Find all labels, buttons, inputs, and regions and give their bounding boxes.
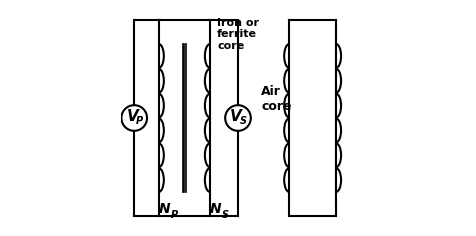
Text: V: V: [230, 109, 242, 124]
Text: Iron or
ferrite
core: Iron or ferrite core: [217, 18, 259, 51]
Text: P: P: [170, 210, 178, 220]
Text: Air
core: Air core: [261, 85, 292, 113]
Text: N: N: [159, 202, 170, 216]
Text: V: V: [127, 109, 138, 124]
Text: P: P: [136, 117, 143, 126]
Text: S: S: [239, 117, 247, 126]
Text: S: S: [222, 210, 228, 220]
Text: N: N: [210, 202, 222, 216]
